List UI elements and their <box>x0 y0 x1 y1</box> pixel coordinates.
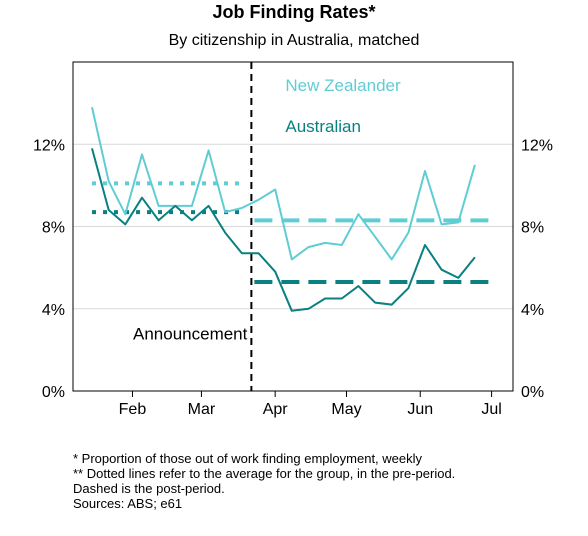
x-tick-label: Mar <box>188 401 216 418</box>
line-chart: 0% 0% 4% 4% 8% 8% 12% 12% Feb Mar Apr May Jun Jul Anno… <box>0 0 588 445</box>
y-tick-label-left: 12% <box>33 137 65 154</box>
y-tick-label-left: 0% <box>42 384 65 401</box>
y-tick-label-left: 8% <box>42 220 65 237</box>
footnote-definition: * Proportion of those out of work findin… <box>73 451 493 466</box>
y-tick-label-right: 8% <box>521 220 544 237</box>
legend-label: Australian <box>285 117 361 136</box>
series-line <box>92 148 475 310</box>
y-tick-label-right: 12% <box>521 137 553 154</box>
x-tick-label: Jul <box>481 401 501 418</box>
announcement-label: Announcement <box>133 325 248 344</box>
x-tick-label: Apr <box>263 401 289 418</box>
footnote-averages: ** Dotted lines refer to the average for… <box>73 466 493 496</box>
x-tick-label: Feb <box>119 401 147 418</box>
y-tick-label-left: 4% <box>42 302 65 319</box>
legend-label: New Zealander <box>285 76 401 95</box>
y-tick-label-right: 4% <box>521 302 544 319</box>
x-tick-label: May <box>331 401 361 418</box>
footnotes: * Proportion of those out of work findin… <box>73 451 493 511</box>
x-tick-label: Jun <box>407 401 433 418</box>
footnote-sources: Sources: ABS; e61 <box>73 496 493 511</box>
y-tick-label-right: 0% <box>521 384 544 401</box>
